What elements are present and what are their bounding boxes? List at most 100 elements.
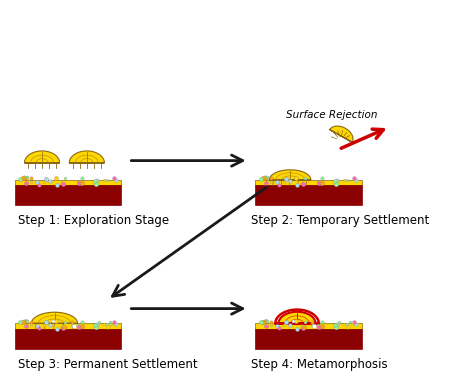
Point [332, 180, 340, 187]
Point [263, 323, 270, 329]
Point [27, 175, 35, 181]
Point [299, 325, 307, 331]
Point [59, 181, 66, 187]
Point [301, 175, 309, 181]
Point [110, 319, 118, 325]
Text: Step 4: Metamorphosis: Step 4: Metamorphosis [251, 358, 387, 371]
Point [332, 324, 340, 330]
Point [49, 318, 56, 324]
Point [92, 324, 100, 330]
Point [351, 319, 358, 325]
Point [309, 319, 316, 325]
Point [350, 319, 358, 325]
Point [78, 323, 85, 329]
Point [261, 174, 268, 180]
Point [261, 318, 268, 324]
Point [350, 175, 358, 182]
Point [20, 174, 28, 180]
Point [263, 318, 270, 324]
Point [46, 321, 54, 328]
Point [267, 175, 275, 181]
Point [299, 181, 307, 187]
Point [294, 182, 301, 188]
Point [68, 319, 76, 325]
Point [70, 323, 78, 329]
Polygon shape [31, 312, 78, 323]
Text: Step 3: Permanent Settlement: Step 3: Permanent Settlement [18, 358, 197, 371]
Point [314, 179, 322, 185]
Point [27, 179, 35, 185]
Point [259, 175, 267, 182]
Point [74, 322, 82, 328]
Point [19, 319, 27, 325]
Point [301, 324, 308, 330]
Point [301, 319, 309, 325]
Point [22, 318, 30, 324]
Point [343, 177, 351, 184]
Point [333, 177, 340, 184]
Point [100, 321, 108, 327]
Point [259, 319, 267, 325]
FancyBboxPatch shape [255, 180, 362, 185]
Point [22, 175, 30, 181]
FancyBboxPatch shape [255, 323, 362, 329]
Point [348, 321, 356, 327]
Point [42, 175, 50, 182]
Point [91, 178, 99, 184]
Polygon shape [69, 151, 104, 163]
Polygon shape [330, 126, 353, 142]
Point [318, 319, 326, 325]
Point [267, 322, 274, 328]
Point [289, 318, 297, 324]
FancyBboxPatch shape [15, 185, 121, 205]
Point [257, 319, 264, 325]
Point [294, 326, 301, 332]
Point [100, 177, 108, 184]
Point [286, 178, 294, 184]
Point [103, 177, 110, 184]
Point [292, 174, 300, 180]
Point [273, 179, 281, 185]
Point [93, 177, 100, 184]
Point [283, 319, 290, 325]
Point [58, 323, 65, 329]
Point [93, 321, 100, 327]
Point [353, 321, 360, 327]
Point [106, 319, 114, 325]
Point [78, 180, 85, 186]
Point [275, 182, 283, 188]
Point [54, 182, 61, 188]
Point [318, 323, 326, 329]
Point [318, 180, 326, 186]
Point [78, 175, 85, 181]
Point [46, 178, 54, 184]
Point [61, 319, 69, 325]
Point [78, 319, 85, 325]
Point [35, 182, 43, 188]
Point [308, 322, 316, 328]
Point [283, 175, 290, 182]
Point [353, 177, 360, 183]
Point [273, 323, 281, 329]
Point [286, 321, 294, 328]
Point [333, 321, 340, 327]
Point [17, 319, 24, 325]
Polygon shape [269, 170, 311, 180]
Point [33, 323, 40, 329]
Point [40, 179, 48, 185]
Point [91, 322, 99, 328]
Point [343, 321, 351, 327]
Point [104, 324, 112, 330]
Point [74, 179, 82, 185]
Point [298, 180, 306, 186]
Point [23, 318, 31, 324]
Point [310, 323, 318, 329]
Point [344, 324, 352, 330]
Point [19, 175, 27, 182]
Point [298, 323, 306, 329]
Point [27, 319, 35, 325]
Point [22, 180, 30, 186]
Point [42, 319, 50, 325]
Point [95, 319, 103, 325]
Point [68, 322, 75, 328]
